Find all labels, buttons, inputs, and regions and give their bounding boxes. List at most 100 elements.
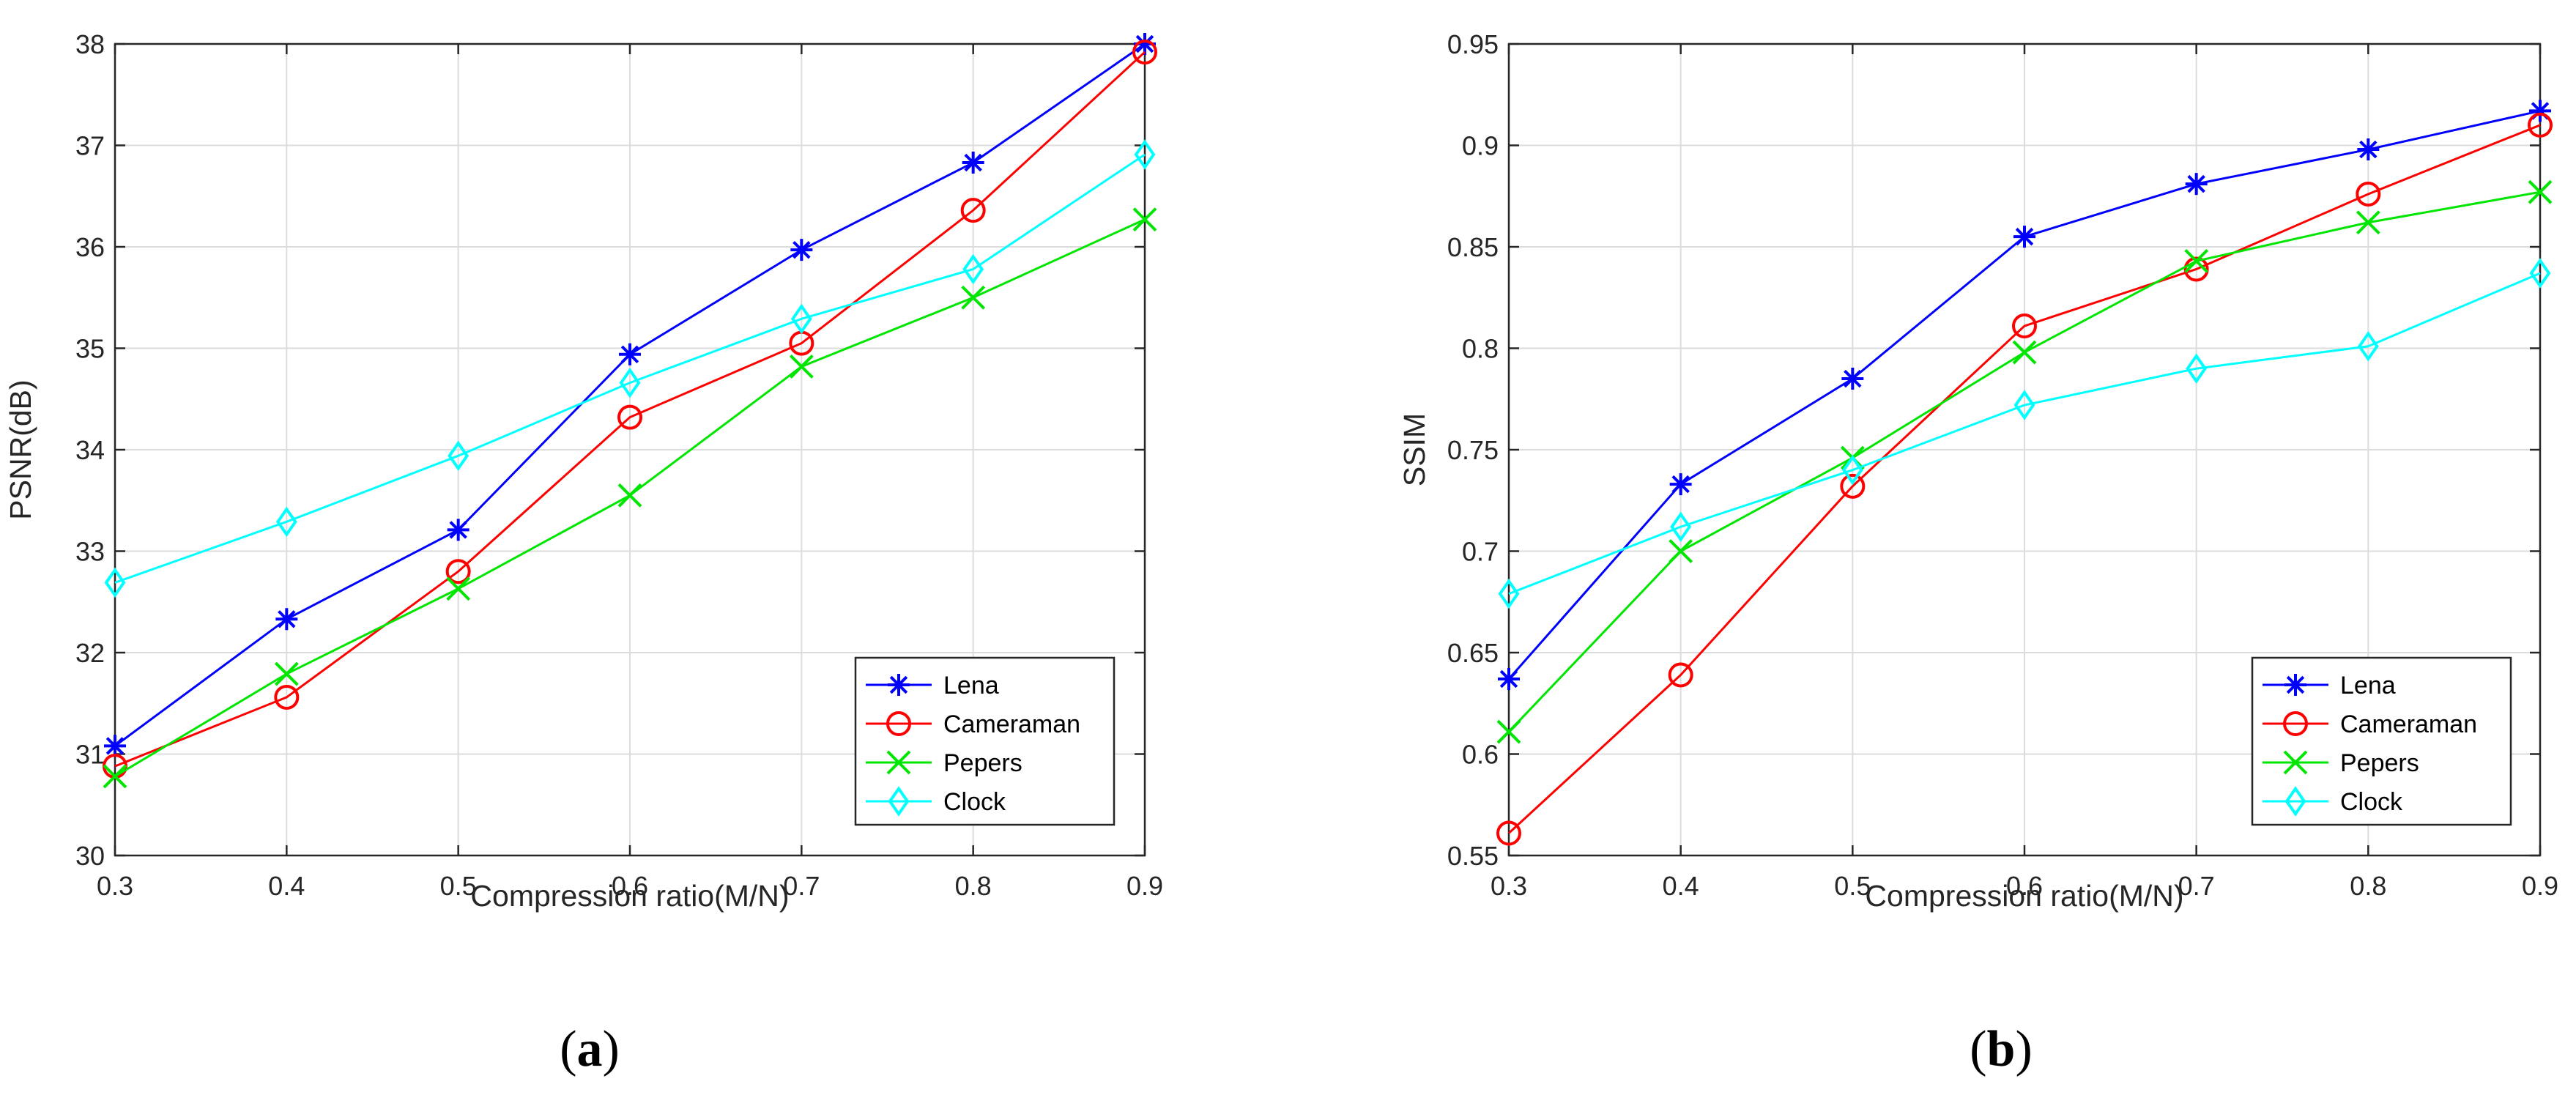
- data-point: [960, 198, 986, 223]
- legend-label: Lena: [943, 672, 999, 699]
- y-tick-label: 0.55: [1447, 841, 1499, 871]
- legend-marker: [886, 750, 911, 775]
- legend-entry-clock: Clock: [2263, 786, 2403, 817]
- data-point: [274, 684, 300, 710]
- legend: Lena Cameraman Pepers Clock: [854, 656, 1116, 826]
- data-point: [2012, 313, 2037, 339]
- data-point: [1840, 473, 1866, 499]
- y-tick-label: 31: [75, 740, 105, 770]
- y-tick-label: 0.8: [1462, 334, 1499, 364]
- x-axis-label: Compression ratio(M/N): [470, 879, 789, 913]
- data-point: [2185, 173, 2208, 196]
- data-point: [2356, 181, 2381, 207]
- data-point: [1670, 511, 1692, 543]
- y-tick-label: 33: [75, 537, 105, 567]
- panel-label-letter: b: [1987, 1021, 2016, 1077]
- data-point: [1841, 368, 1864, 390]
- series-line: [1507, 124, 2541, 834]
- data-point: [2357, 138, 2380, 161]
- legend-entry-cameraman: Cameraman: [2263, 710, 2477, 738]
- data-point: [619, 367, 641, 398]
- data-point: [790, 239, 813, 261]
- panel-label-open: (: [1970, 1021, 1986, 1077]
- legend-label: Clock: [2340, 788, 2403, 816]
- data-point: [1132, 207, 1157, 232]
- y-tick-label: 0.85: [1447, 232, 1499, 262]
- x-tick-label: 0.4: [268, 871, 305, 901]
- y-tick-label: 0.9: [1462, 131, 1499, 161]
- panel-label: (b): [1970, 1021, 2033, 1077]
- legend-entry-cameraman: Cameraman: [866, 710, 1080, 738]
- legend-label: Lena: [2340, 672, 2396, 699]
- x-tick-label: 0.7: [783, 871, 820, 901]
- legend-marker: [2283, 711, 2308, 736]
- x-tick-label: 0.4: [1663, 871, 1699, 901]
- y-tick-label: 32: [75, 638, 105, 668]
- data-point: [2013, 226, 2035, 248]
- y-tick-label: 0.95: [1447, 29, 1499, 59]
- series-pepers: [1496, 179, 2553, 744]
- series-lena: [1498, 100, 2551, 691]
- y-tick-label: 37: [75, 131, 105, 161]
- data-point: [790, 303, 812, 335]
- data-point: [619, 343, 641, 365]
- y-axis-label: PSNR(dB): [4, 379, 37, 519]
- series-lena: [104, 33, 1156, 757]
- series-cameraman: [1496, 112, 2553, 846]
- x-tick-label: 0.9: [1126, 871, 1163, 901]
- series-pepers: [103, 207, 1157, 789]
- chart-panel-psnr: 0.3 0.4 0.5 0.6 0.7 0.8 0.9 30 31 32 33 34 35 36 37 38 C…: [4, 29, 1163, 913]
- legend-entry-pepers: Pepers: [866, 749, 1022, 777]
- panel-label-close: ): [2015, 1021, 2032, 1077]
- data-point: [2186, 353, 2208, 384]
- data-point: [1132, 40, 1157, 65]
- x-tick-label: 0.6: [612, 871, 648, 901]
- legend-marker: [2284, 674, 2306, 696]
- legend-label: Pepers: [2340, 749, 2419, 777]
- y-tick-label: 34: [75, 435, 105, 465]
- legend-marker: [2284, 786, 2306, 817]
- x-tick-label: 0.8: [2350, 871, 2386, 901]
- series-cameraman: [103, 40, 1157, 779]
- data-point: [274, 661, 299, 686]
- data-point: [962, 253, 984, 285]
- data-point: [1668, 662, 1693, 688]
- legend-label: Cameraman: [2340, 710, 2477, 738]
- data-point: [445, 559, 471, 584]
- data-point: [1669, 539, 1693, 563]
- data-point: [448, 440, 469, 472]
- y-tick-label: 0.65: [1447, 638, 1499, 668]
- data-point: [104, 735, 126, 757]
- data-point: [1134, 139, 1156, 170]
- panel-label-close: ): [603, 1021, 620, 1077]
- series-line: [114, 51, 1146, 768]
- data-point: [103, 764, 127, 789]
- chart-panel-ssim: 0.3 0.4 0.5 0.6 0.7 0.8 0.9 0.55 0.6 0.65 0.7 0.75 0…: [1398, 29, 2558, 913]
- x-tick-label: 0.3: [97, 871, 133, 901]
- data-point: [2529, 100, 2551, 122]
- data-point: [275, 506, 297, 538]
- legend-label: Cameraman: [943, 710, 1080, 738]
- data-point: [1498, 668, 1520, 691]
- legend-entry-clock: Clock: [866, 786, 1006, 817]
- data-point: [1134, 33, 1156, 55]
- data-point: [1496, 820, 1521, 846]
- x-tick-label: 0.5: [1834, 871, 1871, 901]
- data-point: [789, 355, 814, 379]
- x-tick-label: 0.9: [2522, 871, 2558, 901]
- data-point: [1498, 578, 1520, 609]
- panel-label: (a): [560, 1021, 620, 1077]
- legend-marker: [2283, 750, 2308, 775]
- legend-entry-lena: Lena: [2263, 672, 2396, 699]
- series-line: [1508, 272, 2541, 595]
- legend-label: Pepers: [943, 749, 1022, 777]
- y-axis-label: SSIM: [1398, 413, 1431, 486]
- data-point: [962, 152, 984, 174]
- x-tick-label: 0.6: [2006, 871, 2043, 901]
- legend-label: Clock: [943, 788, 1006, 816]
- legend-marker: [886, 711, 911, 736]
- y-tick-label: 36: [75, 232, 105, 262]
- y-tick-label: 38: [75, 29, 105, 59]
- series-clock: [104, 139, 1156, 598]
